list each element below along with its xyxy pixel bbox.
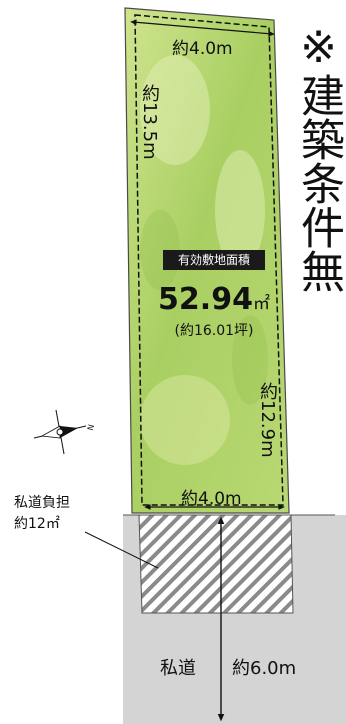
area-number: 52.94 [158, 282, 253, 317]
no-building-condition-notice: ※建築条件無 [293, 22, 344, 293]
right-dimension-label: 約12.9m [257, 382, 278, 458]
top-dimension-label: 約4.0m [172, 39, 233, 59]
burden-area-value: 約12㎡ [14, 516, 60, 532]
area-tsubo: (約16.01坪) [174, 323, 254, 339]
lot-texture [140, 375, 230, 465]
burden-area [138, 514, 294, 614]
compass-icon [33, 409, 87, 455]
road-width-label: 約6.0m [232, 658, 297, 679]
area-value: 52.94㎡ [146, 282, 282, 317]
top-dimension-arrow [130, 19, 275, 37]
lot-texture [232, 315, 268, 405]
lot-texture [140, 210, 180, 290]
burden-leader-line [84, 531, 159, 569]
effective-area-badge: 有効敷地面積 [163, 250, 265, 270]
area-unit: ㎡ [252, 294, 270, 314]
private-road-burden-label: 私道負担 約12㎡ [14, 493, 70, 535]
lot-texture [215, 150, 265, 270]
lot-texture [140, 55, 210, 165]
bottom-dimension-label: 約4.0m [181, 489, 242, 509]
burden-title: 私道負担 [14, 495, 70, 511]
left-dimension-label: 約13.5m [139, 84, 160, 160]
private-road-label: 私道 [160, 658, 196, 679]
